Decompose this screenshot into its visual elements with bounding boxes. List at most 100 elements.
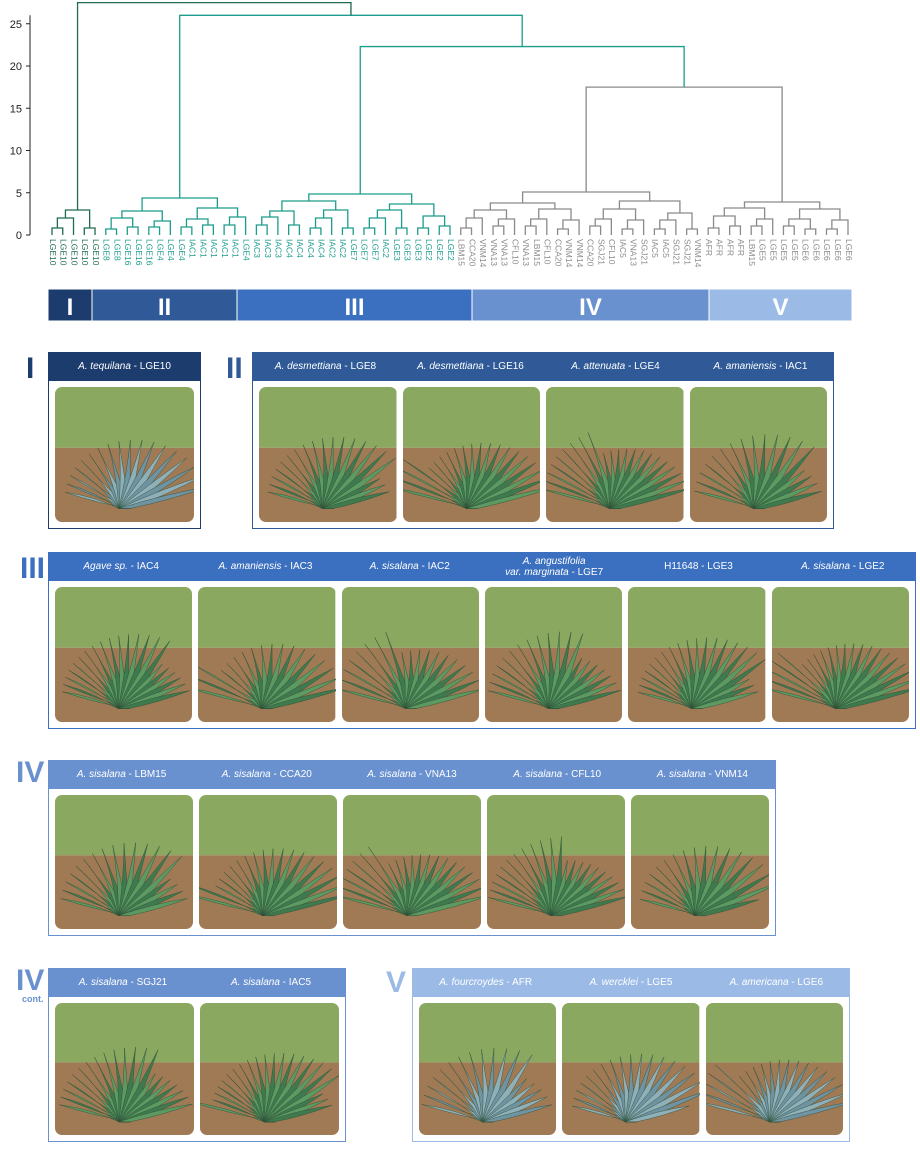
photo-caption: A. desmettiana - LGE8: [253, 353, 398, 381]
species-name: A. angustifolia: [522, 555, 586, 567]
agave-photo: [419, 1003, 557, 1135]
dendrogram-link: [825, 228, 838, 235]
photo-caption: A. fourcroydes - AFR: [413, 969, 558, 997]
leaf-label: LGE3: [392, 239, 402, 261]
photo-caption: A. sisalana - IAC5: [197, 969, 345, 997]
dendrogram-link: [530, 218, 548, 235]
group-bar: I II III IV V: [47, 288, 853, 322]
dendrogram-link: [228, 216, 247, 235]
y-tick-label: 15: [10, 103, 22, 115]
leaf-label: SGJ21: [682, 239, 692, 265]
group-label-III: III: [20, 552, 46, 585]
group-bar-label: V: [772, 294, 788, 321]
leaf-label: LBM15: [457, 239, 467, 266]
leaf-label: AFR: [704, 239, 714, 256]
group-bar-segment: [91, 288, 238, 322]
photo-caption: A. amaniensis - IAC3: [193, 553, 337, 581]
accession-code: - LGE4: [625, 361, 660, 373]
accession-code: - CFL10: [562, 769, 602, 781]
photo-row: [259, 387, 827, 522]
photo-caption: A. sisalana - SGJ21: [49, 969, 197, 997]
leaf-label: VNM14: [478, 239, 488, 268]
leaf-label: VNA13: [489, 239, 499, 266]
leaf-label: IAC3: [252, 239, 262, 258]
species-name: A. sisalana: [367, 769, 417, 781]
leaf-label: LGE6: [801, 239, 811, 261]
leaf-label: LGE5: [779, 239, 789, 261]
panel-header: Agave sp. - IAC4 A. amaniensis - IAC3 A. s…: [49, 553, 915, 581]
agave-photo: [55, 587, 193, 722]
accession-code: - VNA13: [416, 769, 457, 781]
leaf-label: IAC5: [661, 239, 671, 258]
dendrogram-link: [126, 226, 139, 235]
leaf-label: LGE10: [91, 239, 101, 266]
dendrogram-link: [359, 45, 685, 194]
dendrogram-link: [556, 228, 569, 235]
agave-photo: [259, 387, 397, 522]
species-name: A. desmettiana: [417, 361, 484, 373]
photo-caption: A. sisalana - LBM15: [49, 761, 194, 789]
leaf-label: IAC1: [188, 239, 198, 258]
dendrogram-link: [308, 193, 413, 204]
leaf-label: LBM15: [747, 239, 757, 266]
y-tick-label: 20: [10, 61, 22, 73]
leaf-label: LGE8: [102, 239, 112, 261]
leaf-label: LGE4: [155, 239, 165, 261]
species-name: A. amaniensis: [218, 561, 282, 573]
group-bar-segment: [236, 288, 473, 322]
panel-header: A. tequilana - LGE10: [49, 353, 200, 381]
leaf-label: IAC1: [220, 239, 230, 258]
leaf-label: IAC5: [650, 239, 660, 258]
photo-caption: A. sisalana - CCA20: [194, 761, 339, 789]
dendrogram-link: [750, 225, 763, 235]
dendrogram-link: [562, 219, 580, 235]
accession-code: - IAC3: [281, 561, 313, 573]
leaf-label: AFR: [725, 239, 735, 256]
group-bar-label: I: [67, 294, 74, 321]
agave-photo: [562, 1003, 700, 1135]
dendrogram-leaf-labels: LGE10 LGE10 LGE10 LGE10 LGE10 LGE8 LGE8 LGE16 LG…: [48, 239, 854, 268]
dendrogram-link: [395, 227, 408, 235]
y-tick-label: 25: [10, 19, 22, 31]
group-bar-segment: [708, 288, 853, 322]
dendrogram-link: [314, 217, 333, 235]
dendrogram-link: [363, 227, 376, 235]
dendrogram-link: [492, 225, 505, 235]
species-name: A. sisalana: [513, 769, 563, 781]
leaf-label: CFL10: [543, 239, 553, 265]
agave-photo: [341, 587, 479, 722]
leaf-label: IAC1: [198, 239, 208, 258]
dendrogram-link: [589, 225, 602, 235]
photo-row: [55, 1003, 339, 1135]
leaf-label: LGE6: [844, 239, 854, 261]
leaf-label: LGE6: [811, 239, 821, 261]
leaf-label: IAC3: [263, 239, 273, 258]
y-tick-label: 10: [10, 146, 22, 158]
dendrogram-link: [148, 226, 161, 235]
panel-header: A. fourcroydes - AFR A. wercklei - LGE5 A.…: [413, 969, 849, 997]
group-bar-segment: [47, 288, 93, 322]
group-label-V: V: [386, 966, 407, 999]
leaf-label: VNA13: [629, 239, 639, 266]
leaf-label: LGE2: [435, 239, 445, 261]
leaf-label: LGE16: [134, 239, 144, 266]
leaf-label: CCA20: [553, 239, 563, 267]
dendrogram-link: [105, 228, 118, 235]
group-bar-label: IV: [579, 294, 602, 321]
leaf-label: IAC4: [306, 239, 316, 258]
y-tick-label: 0: [16, 230, 22, 242]
dendrogram-link: [618, 200, 681, 213]
dendrogram-link: [729, 225, 742, 235]
dendrogram-link: [621, 228, 634, 235]
accession-code: - LBM15: [125, 769, 167, 781]
leaf-label: LGE3: [413, 239, 423, 261]
panel-header: A. sisalana - SGJ21 A. sisalana - IAC5: [49, 969, 345, 997]
leaf-label: LGE16: [145, 239, 155, 266]
dendrogram-link: [261, 216, 279, 235]
panel-group-IV-cont: A. sisalana - SGJ21 A. sisalana - IAC5: [48, 968, 346, 1142]
leaf-label: CCA20: [467, 239, 477, 267]
dendrogram-link: [685, 228, 699, 235]
dendrogram-link: [585, 86, 783, 202]
agave-photo: [628, 587, 766, 722]
